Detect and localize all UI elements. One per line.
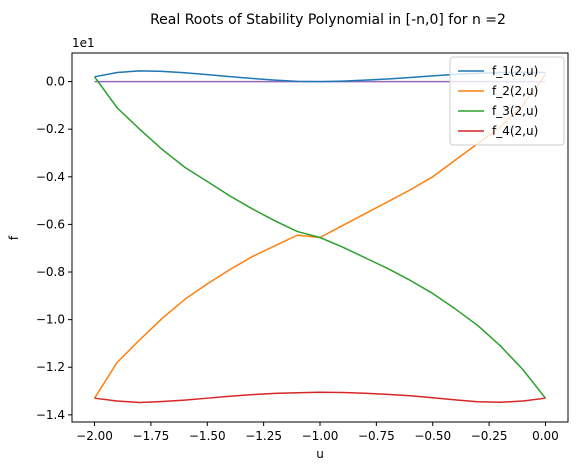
- y-tick-label: −1.2: [36, 360, 65, 374]
- x-tick-label: −1.50: [189, 429, 226, 443]
- y-tick-label: −1.4: [36, 408, 65, 422]
- x-tick-label: −1.25: [245, 429, 282, 443]
- y-tick-label: −0.4: [36, 170, 65, 184]
- y-tick-label: −1.0: [36, 313, 65, 327]
- legend-entry: f_2(2,u): [492, 84, 538, 98]
- x-tick-label: −0.50: [414, 429, 451, 443]
- x-axis-label: u: [316, 447, 324, 461]
- x-tick-label: 0.00: [532, 429, 559, 443]
- y-axis: 0.0 −0.2 −0.4 −0.6 −0.8 −1.0 −1.2 −1.4: [36, 75, 72, 422]
- y-tick-label: −0.2: [36, 122, 65, 136]
- y-axis-label: f: [7, 235, 21, 240]
- chart-title: Real Roots of Stability Polynomial in [-…: [150, 12, 506, 28]
- legend-entry: f_4(2,u): [492, 124, 538, 138]
- x-axis: −2.00 −1.75 −1.50 −1.25 −1.00 −0.75 −0.50 −0.25…: [76, 422, 559, 443]
- y-tick-label: 0.0: [46, 75, 65, 89]
- series-line-4: [94, 391, 546, 404]
- legend-entry: f_1(2,u): [492, 64, 538, 78]
- x-tick-label: −1.75: [133, 429, 170, 443]
- series-line-3: [93, 76, 547, 399]
- x-tick-label: −1.00: [302, 429, 339, 443]
- legend-entry: f_3(2,u): [492, 104, 538, 118]
- legend-box: [449, 56, 565, 146]
- y-offset-label: 1e1: [72, 36, 95, 50]
- x-tick-label: −0.25: [471, 429, 508, 443]
- x-tick-label: −0.75: [358, 429, 395, 443]
- y-tick-label: −0.8: [36, 265, 65, 279]
- x-tick-label: −2.00: [76, 429, 113, 443]
- legend: f_1(2,u) f_2(2,u) f_3(2,u) f_4(2,u): [449, 56, 565, 146]
- y-tick-label: −0.6: [36, 217, 65, 231]
